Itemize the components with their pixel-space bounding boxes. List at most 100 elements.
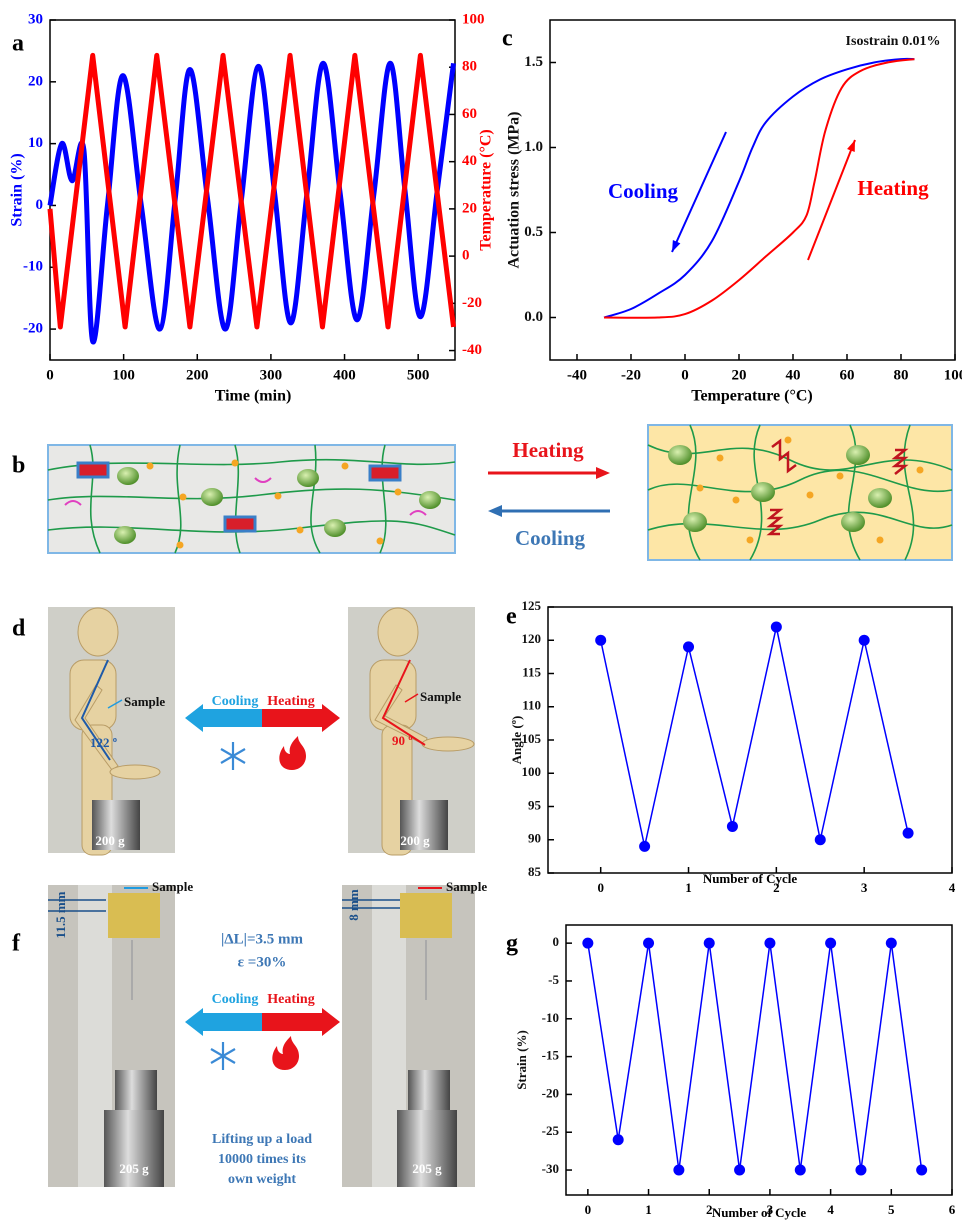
x-tick-label: 1 (645, 1202, 652, 1217)
x-tick-label: 6 (949, 1202, 956, 1217)
data-point (595, 634, 607, 646)
caption-line: Lifting up a load (212, 1132, 312, 1147)
plot-frame (549, 19, 956, 361)
cooling-label: Cooling (212, 992, 259, 1007)
x-tick-label: 300 (260, 367, 283, 383)
length-label: 8 mm (346, 889, 361, 921)
caption-line: 10000 times its (218, 1152, 306, 1167)
y-tick-label: -5 (548, 972, 559, 987)
heating-label: Heating (512, 438, 584, 462)
x-tick-label: 4 (827, 1202, 834, 1217)
x-tick-label: 3 (861, 880, 868, 895)
series-line (599, 626, 909, 848)
arrow (671, 131, 727, 253)
x-tick-label: 400 (333, 367, 356, 383)
data-point (683, 641, 695, 653)
x-axis-label: Temperature (°C) (691, 388, 812, 405)
sample-label: Sample (446, 879, 487, 894)
series-line (603, 57, 915, 319)
x-tick-label: 100 (944, 367, 962, 383)
x-axis-label: Time (min) (215, 388, 292, 405)
cooling-label: Cooling (515, 526, 586, 550)
y-tick-label: 0 (36, 197, 44, 213)
y2-tick-label: 0 (462, 248, 470, 264)
data-point (673, 1164, 685, 1176)
data-point (770, 621, 782, 633)
y2-tick-label: -20 (462, 295, 482, 311)
x-tick-label: 20 (732, 367, 747, 383)
x-tick-label: 40 (786, 367, 801, 383)
series-line (47, 60, 457, 345)
heating-label: Heating (267, 694, 314, 709)
data-point (703, 937, 715, 949)
y2-tick-label: 40 (462, 153, 477, 169)
y-tick-label: 10 (28, 135, 43, 151)
series-line (603, 58, 915, 319)
data-point (814, 834, 826, 846)
y-tick-label: 0.5 (524, 224, 543, 240)
y-tick-label: -30 (542, 1161, 559, 1176)
y-tick-label: 100 (522, 764, 542, 779)
panel-label: f (12, 931, 21, 957)
y-tick-label: 1.0 (524, 139, 543, 155)
data-point (643, 937, 655, 949)
x-tick-label: 0 (597, 880, 604, 895)
y-tick-label: 110 (522, 698, 541, 713)
weight-label: 200 g (400, 833, 430, 848)
y2-tick-label: 80 (462, 59, 477, 75)
data-point (794, 1164, 806, 1176)
y-tick-label: -15 (542, 1048, 560, 1063)
annotation: Heating (857, 176, 929, 200)
panel-label: c (502, 26, 513, 52)
x-axis-label: Number of Cycle (712, 1205, 807, 1220)
y-tick-label: 120 (522, 631, 542, 646)
data-point (855, 1164, 867, 1176)
series-line (587, 942, 923, 1171)
y-tick-label: 0.0 (524, 309, 543, 325)
y-tick-label: 20 (28, 73, 43, 89)
y-tick-label: 90 (528, 831, 541, 846)
y-tick-label: -10 (23, 259, 43, 275)
x-tick-label: 0 (585, 1202, 592, 1217)
x-tick-label: 0 (46, 367, 54, 383)
x-tick-label: -20 (621, 367, 641, 383)
data-point (639, 840, 651, 852)
y-axis-label: Strain (%) (514, 1030, 529, 1090)
y-axis-label: Actuation stress (MPa) (506, 111, 523, 268)
x-tick-label: 3 (767, 1202, 774, 1217)
y-tick-label: 1.5 (524, 54, 543, 70)
panel-label: b (12, 453, 25, 479)
length-label: 11.5 mm (53, 891, 68, 938)
x-tick-label: 200 (186, 367, 209, 383)
schematic-b: Heating Cooling (47, 424, 953, 561)
plot-frame (565, 924, 953, 1196)
arrow (807, 139, 856, 261)
y2-tick-label: 60 (462, 106, 477, 122)
data-point (726, 820, 738, 832)
panel-label: a (12, 31, 24, 57)
panel-label: e (506, 604, 517, 630)
data-point (858, 634, 870, 646)
x-tick-label: 2 (706, 1202, 713, 1217)
y-tick-label: 30 (28, 11, 43, 27)
weight-label: 200 g (95, 833, 125, 848)
y-tick-label: 0 (553, 934, 560, 949)
data-point (825, 937, 837, 949)
x-tick-label: -40 (567, 367, 587, 383)
plot-frame (547, 606, 953, 874)
y-tick-label: 85 (528, 864, 542, 879)
strain-label: ε =30% (238, 954, 287, 970)
y-axis-label: Angle (º) (509, 716, 524, 765)
arrow-head (847, 140, 855, 152)
data-point (582, 937, 594, 949)
annotation: Cooling (608, 179, 679, 203)
sample-label: Sample (152, 879, 193, 894)
x-tick-label: 1 (685, 880, 692, 895)
y-tick-label: 125 (522, 598, 542, 613)
x-tick-label: 0 (681, 367, 689, 383)
sample-label: Sample (420, 689, 461, 704)
y2-axis-label: Temperature (°C) (478, 129, 495, 250)
y-tick-label: -25 (542, 1123, 560, 1138)
cooling-label: Cooling (212, 694, 259, 709)
